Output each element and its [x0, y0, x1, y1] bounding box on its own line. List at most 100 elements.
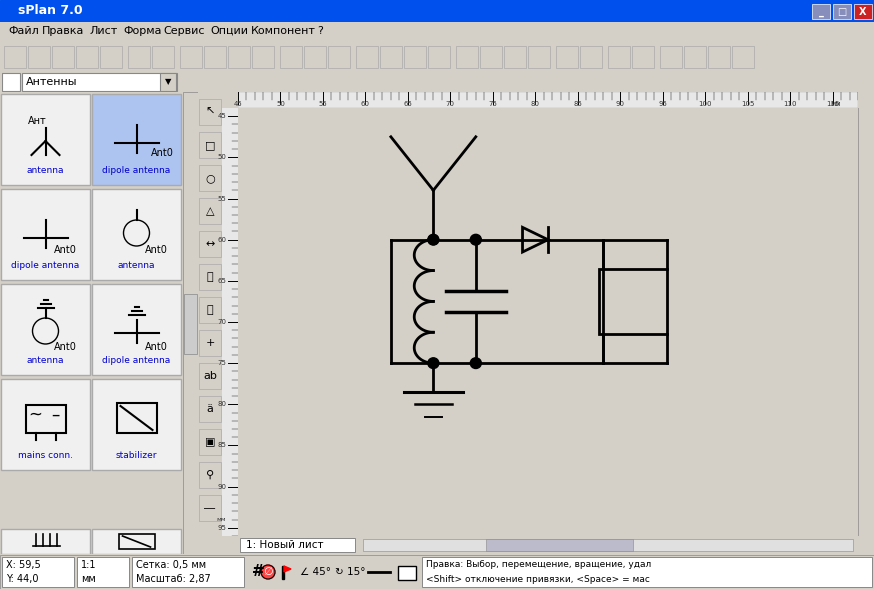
Bar: [199, 363, 221, 389]
Text: ⚲: ⚲: [206, 470, 214, 480]
Text: antenna: antenna: [27, 356, 65, 365]
Text: X: 59,5: X: 59,5: [6, 560, 41, 570]
Bar: [183, 92, 198, 554]
Bar: [199, 98, 221, 125]
Text: Файл: Файл: [8, 26, 38, 36]
Bar: [1, 94, 90, 185]
Text: sPlan 7.0: sPlan 7.0: [18, 5, 83, 18]
Circle shape: [427, 234, 439, 245]
Text: 110: 110: [783, 101, 797, 107]
Bar: [328, 46, 350, 68]
Text: 70: 70: [218, 319, 226, 325]
Bar: [76, 46, 98, 68]
Bar: [1, 379, 90, 470]
Text: 60: 60: [361, 101, 370, 107]
Bar: [0, 554, 183, 572]
Bar: [228, 46, 250, 68]
Text: Ant0: Ant0: [144, 245, 168, 255]
Text: X: X: [859, 7, 867, 17]
Bar: [528, 46, 550, 68]
Text: ⤢: ⤢: [206, 305, 213, 315]
Circle shape: [427, 358, 439, 369]
Bar: [833, 4, 851, 19]
Text: 45: 45: [218, 113, 226, 119]
Bar: [28, 46, 50, 68]
Text: +: +: [5, 555, 17, 571]
Text: ―: ―: [205, 503, 216, 513]
Bar: [252, 46, 274, 68]
Bar: [240, 538, 355, 552]
Text: Ant0: Ant0: [144, 342, 168, 352]
Bar: [92, 529, 181, 554]
Bar: [4, 46, 26, 68]
Bar: [199, 462, 221, 488]
Text: ↻ 15°: ↻ 15°: [335, 567, 365, 577]
Text: dipole antenna: dipole antenna: [11, 261, 80, 270]
Bar: [580, 46, 602, 68]
Text: ◄◄: ◄◄: [35, 558, 50, 568]
Text: 45: 45: [233, 101, 242, 107]
Text: 70: 70: [446, 101, 454, 107]
Bar: [152, 46, 174, 68]
Text: ?: ?: [317, 26, 323, 36]
Bar: [1, 284, 90, 375]
Bar: [456, 46, 478, 68]
Bar: [304, 46, 326, 68]
Bar: [404, 46, 426, 68]
Bar: [380, 46, 402, 68]
Bar: [199, 297, 221, 323]
Bar: [1, 529, 90, 554]
Bar: [184, 294, 197, 354]
Bar: [2, 557, 74, 587]
Bar: [199, 429, 221, 455]
Text: ○: ○: [205, 173, 215, 183]
Text: Правка: Выбор, перемещение, вращение, удал: Правка: Выбор, перемещение, вращение, уд…: [426, 560, 651, 569]
Bar: [25, 405, 66, 433]
Bar: [398, 566, 416, 580]
Text: 65: 65: [404, 101, 413, 107]
Polygon shape: [284, 566, 291, 572]
Text: Ant0: Ant0: [53, 342, 76, 352]
Bar: [422, 557, 872, 587]
Text: 80: 80: [218, 401, 226, 408]
Text: 105: 105: [741, 101, 754, 107]
Text: mains conn.: mains conn.: [18, 451, 73, 460]
Text: □: □: [205, 140, 215, 150]
Text: мм: мм: [830, 101, 841, 107]
Bar: [684, 46, 706, 68]
Text: 115: 115: [826, 101, 839, 107]
Text: antenna: antenna: [118, 261, 156, 270]
Bar: [854, 4, 872, 19]
Text: Ант: Ант: [28, 116, 47, 126]
Bar: [812, 4, 830, 19]
Circle shape: [428, 235, 439, 244]
Text: <Shift> отключение привязки, <Space> = мас: <Shift> отключение привязки, <Space> = м…: [426, 575, 650, 584]
Bar: [92, 94, 181, 185]
Bar: [2, 73, 20, 91]
Bar: [280, 46, 302, 68]
Bar: [92, 189, 181, 280]
Text: 90: 90: [218, 484, 226, 489]
Text: ▣: ▣: [205, 437, 215, 447]
Text: 90: 90: [615, 101, 625, 107]
Bar: [128, 46, 150, 68]
Bar: [92, 379, 181, 470]
Text: Ant0: Ant0: [53, 245, 76, 255]
Bar: [732, 46, 754, 68]
Bar: [92, 284, 181, 375]
Text: 55: 55: [218, 196, 226, 201]
Text: Y: 44,0: Y: 44,0: [6, 574, 38, 584]
Text: ⤡: ⤡: [206, 272, 213, 282]
Bar: [52, 46, 74, 68]
Bar: [132, 557, 244, 587]
Bar: [599, 269, 667, 335]
Text: Правка: Правка: [42, 26, 85, 36]
Bar: [199, 396, 221, 422]
Text: Сервис: Сервис: [163, 26, 205, 36]
Text: 1:1: 1:1: [81, 560, 96, 570]
Text: Лист: Лист: [89, 26, 117, 36]
Text: 95: 95: [658, 101, 667, 107]
Text: dipole antenna: dipole antenna: [102, 356, 170, 365]
Bar: [160, 73, 176, 91]
Text: мм: мм: [217, 517, 226, 522]
